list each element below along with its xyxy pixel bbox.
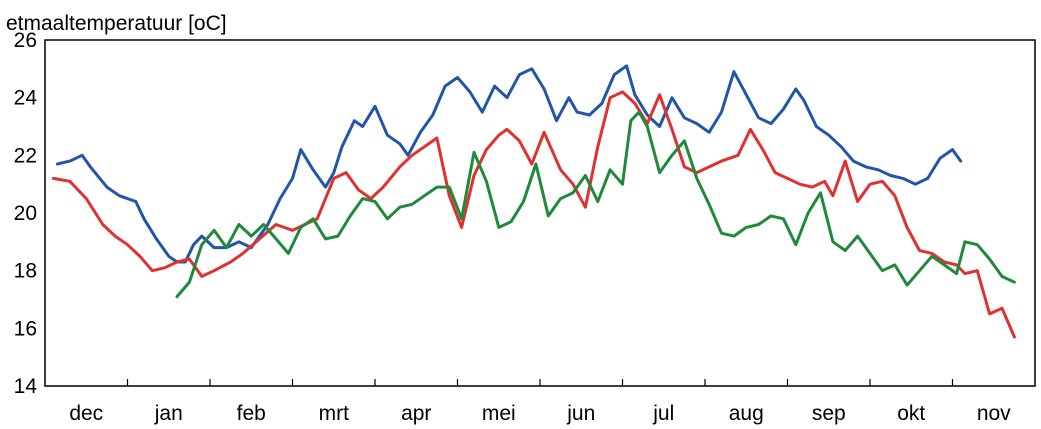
x-tick-label: nov [977,402,1011,425]
y-axis: 14 16 18 20 22 24 26 [14,29,38,398]
x-tick-label: sep [812,402,846,425]
x-tick-label: feb [237,402,266,425]
x-tick-label: apr [401,402,431,425]
series-line-3 [175,110,1016,299]
plot-frame [44,39,1036,387]
series-layer [51,64,1016,339]
y-tick-label: 24 [14,87,38,110]
series-line-2 [51,90,1016,339]
x-tick-label: jun [566,402,595,425]
y-tick-label: 22 [14,144,37,167]
y-tick-label: 16 [14,317,37,340]
series-line-1 [55,64,963,264]
x-tick-label: jan [154,402,183,425]
x-tick-label: mei [482,402,516,425]
y-axis-title: etmaaltemperatuur [oC] [6,12,227,35]
x-tick-label: okt [897,402,925,425]
y-tick-label: 26 [14,29,37,52]
x-tick-label: dec [69,402,103,425]
y-tick-label: 18 [14,260,37,283]
x-tick-label: jul [652,402,674,425]
y-tick-label: 14 [14,375,38,398]
x-axis: dec jan feb mrt apr mei jun jul aug sep okt nov [69,379,1011,425]
x-tick-label: aug [729,402,764,425]
y-tick-label: 20 [14,202,37,225]
x-tick-label: mrt [319,402,349,425]
